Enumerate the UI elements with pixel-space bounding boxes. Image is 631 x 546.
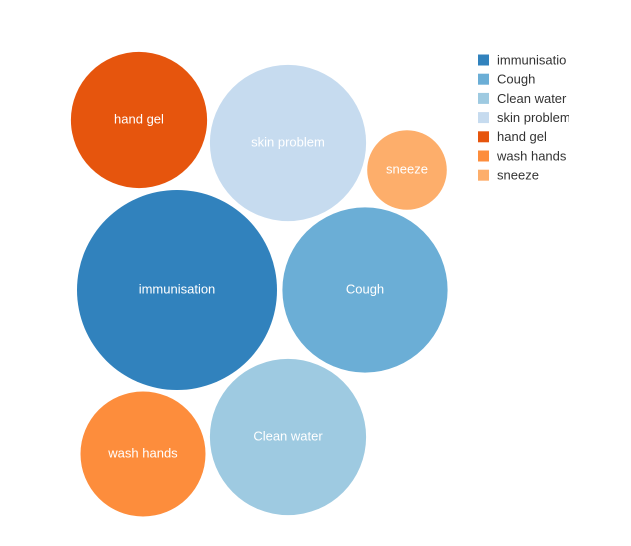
bubble-label: sneeze: [386, 161, 428, 176]
bubble-sneeze[interactable]: [367, 130, 447, 210]
legend-item[interactable]: wash hands: [478, 148, 567, 163]
bubble-hand-gel[interactable]: [70, 51, 208, 189]
legend-item[interactable]: skin problem: [478, 110, 571, 125]
bubble-skin-problem[interactable]: [209, 64, 367, 222]
legend-swatch: [478, 112, 489, 124]
legend-swatch: [478, 73, 489, 85]
legend-label: immunisatio: [497, 52, 566, 67]
legend-item[interactable]: Clean water: [478, 91, 567, 106]
legend-swatch: [478, 54, 489, 66]
bubble-label: Cough: [346, 281, 384, 296]
legend-label: Clean water: [497, 91, 567, 106]
bubble-clean-water[interactable]: [209, 358, 367, 516]
legend-item[interactable]: hand gel: [478, 129, 547, 144]
legend-swatch: [478, 150, 489, 162]
legend-item[interactable]: immunisatio: [478, 52, 566, 67]
legend-swatch: [478, 92, 489, 104]
bubble-label: hand gel: [114, 111, 164, 126]
bubble-label: immunisation: [139, 281, 216, 296]
legend-swatch: [478, 169, 489, 181]
bubble-cough[interactable]: [282, 207, 448, 373]
bubble-label: Clean water: [253, 428, 323, 443]
legend-item[interactable]: Cough: [478, 72, 535, 87]
bubble-label: skin problem: [251, 134, 325, 149]
legend: immunisatio Cough Clean water skin problem h…: [478, 52, 571, 183]
bubble-wash-hands[interactable]: [80, 391, 206, 517]
legend-label: wash hands: [496, 148, 567, 163]
bubbles-group: immunisation Cough Clean water skin problem…: [70, 51, 448, 517]
bubble-immunisation[interactable]: [77, 190, 277, 390]
legend-label: sneeze: [497, 168, 539, 183]
legend-item[interactable]: sneeze: [478, 168, 539, 183]
legend-swatch: [478, 131, 489, 143]
bubble-label: wash hands: [107, 445, 178, 460]
legend-label: Cough: [497, 72, 535, 87]
legend-label: hand gel: [497, 129, 547, 144]
legend-label: skin problem: [497, 110, 571, 125]
